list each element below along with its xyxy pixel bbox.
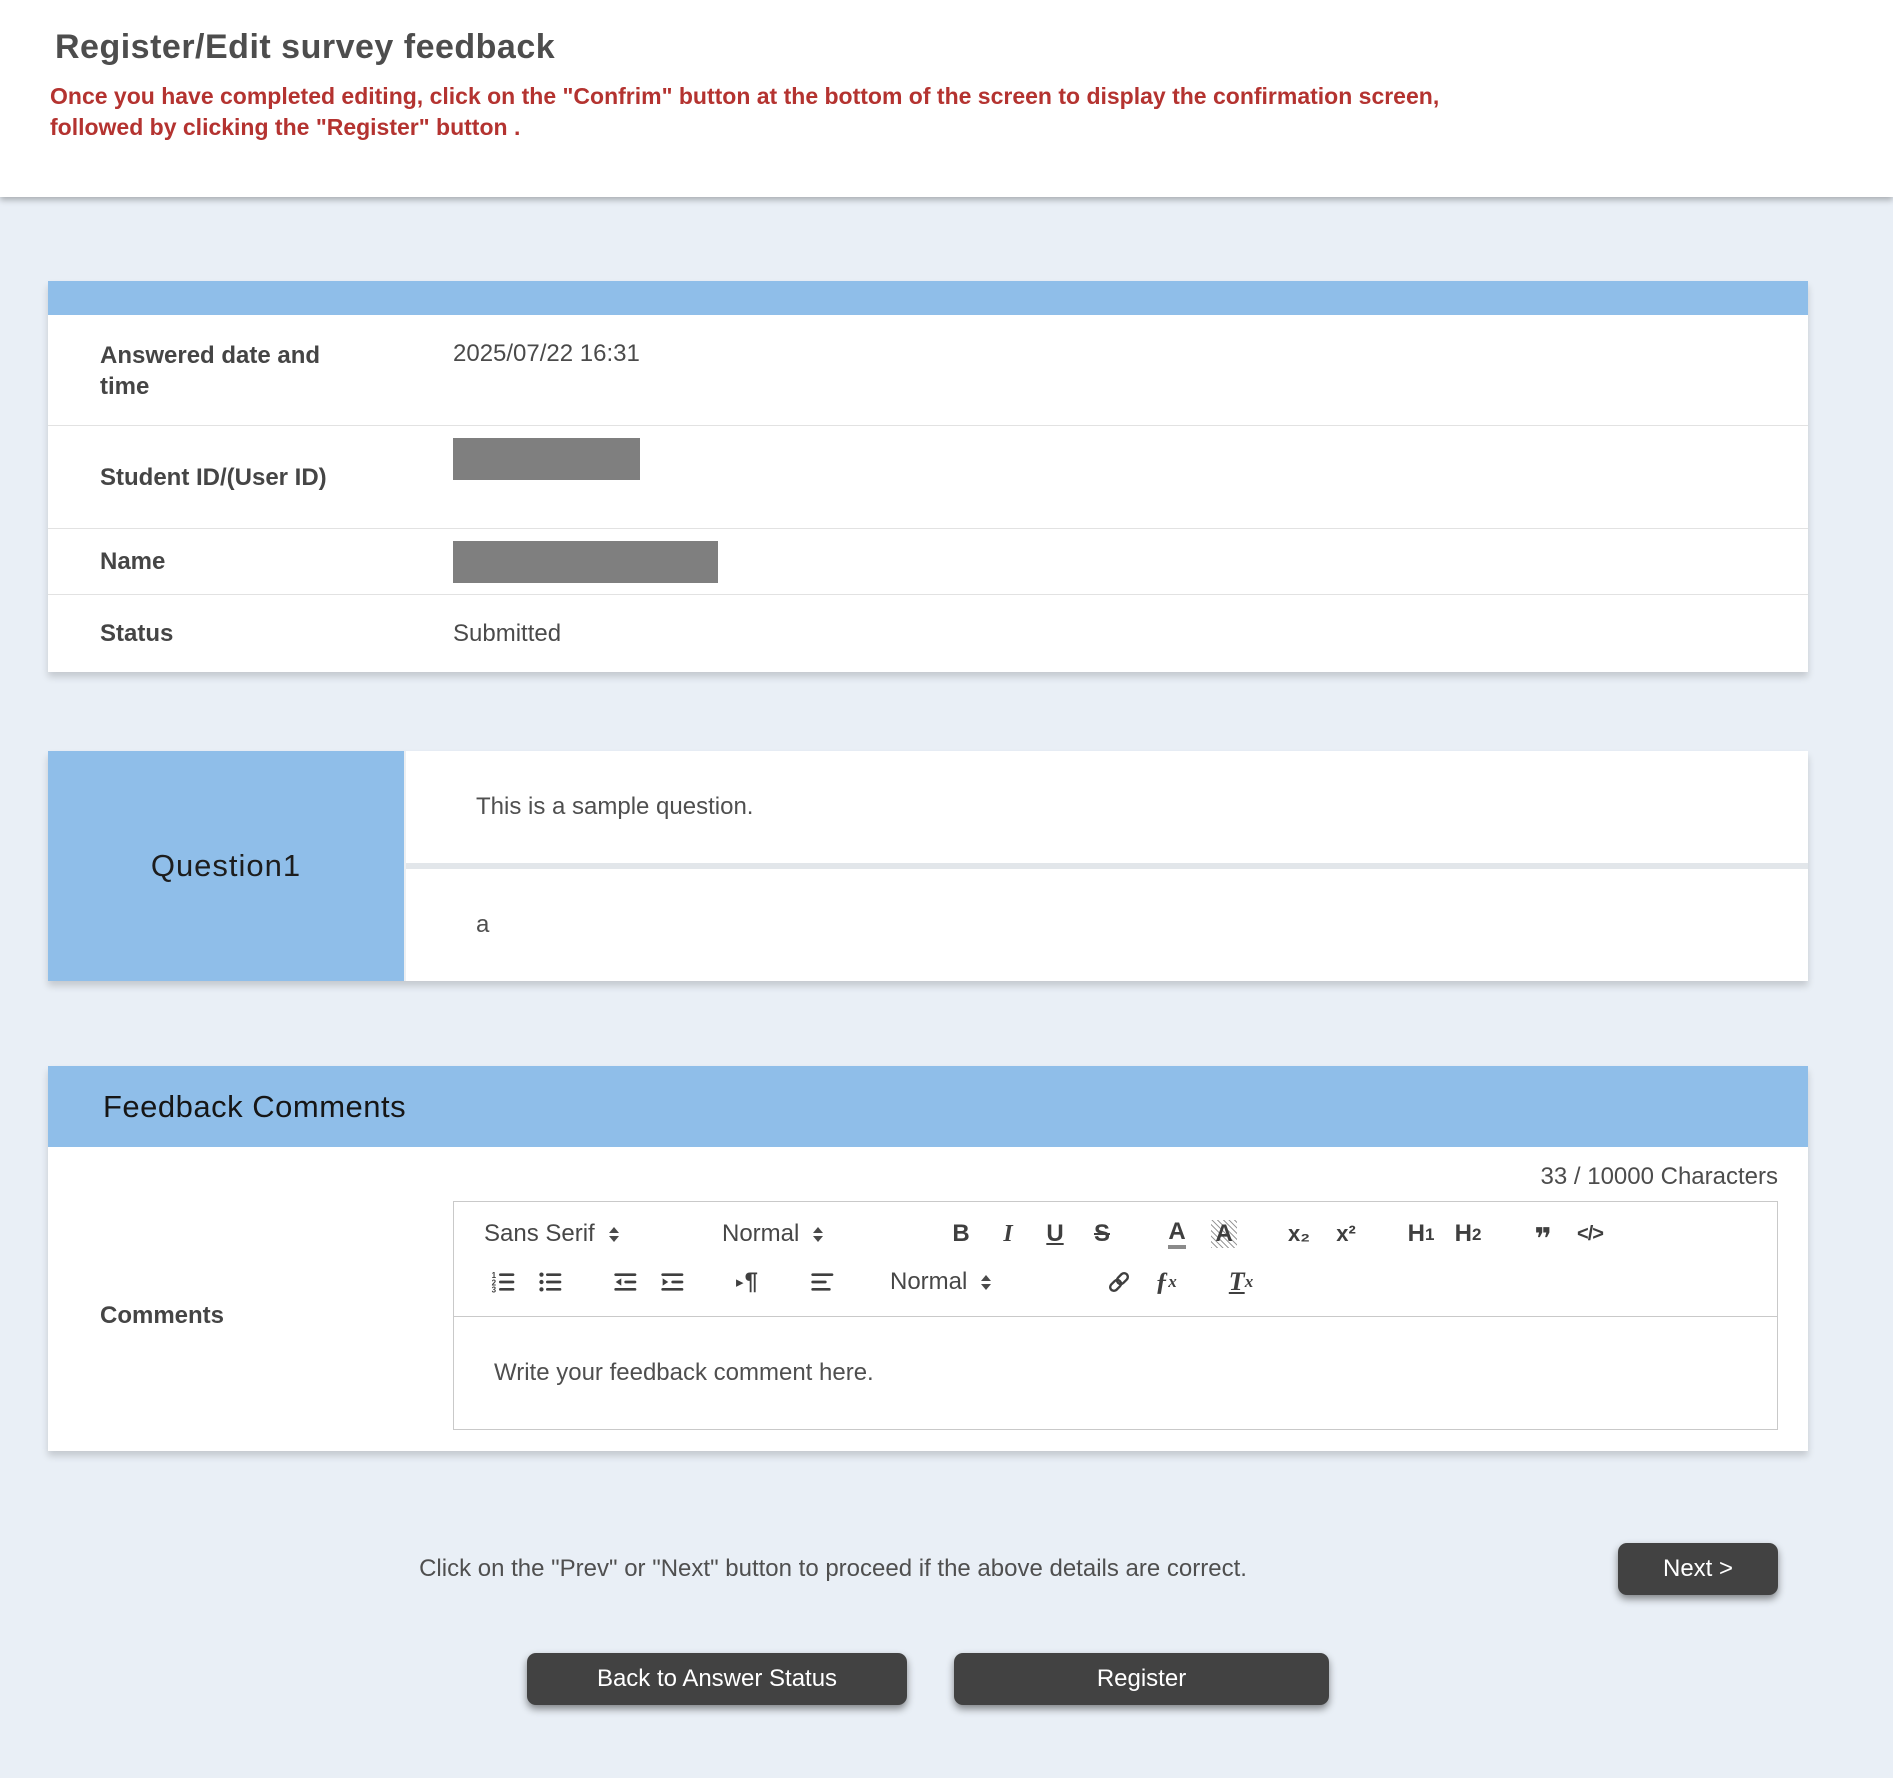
question-table: Question1 This is a sample question. a	[48, 751, 1808, 981]
info-row-label: Name	[100, 548, 166, 575]
navigation-row: Click on the "Prev" or "Next" button to …	[48, 1543, 1808, 1595]
blockquote-icon[interactable]: ❞	[1524, 1215, 1562, 1256]
info-row-value: 2025/07/22 16:31	[453, 340, 640, 367]
table-row-name: Name	[48, 528, 1808, 594]
next-button[interactable]: Next >	[1618, 1543, 1778, 1595]
text-color-icon[interactable]: A	[1158, 1215, 1196, 1253]
question-text: This is a sample question.	[406, 751, 1808, 863]
size-picker-label: Normal	[890, 1268, 968, 1295]
editor-toolbar: Sans Serif Normal B I U S A	[454, 1202, 1777, 1317]
size-picker[interactable]: Normal	[890, 1268, 1060, 1296]
subscript-icon[interactable]: x₂	[1280, 1215, 1318, 1253]
redacted-student-id	[453, 438, 640, 480]
feedback-comments-body: 33 / 10000 Characters Comments Sans Seri…	[48, 1147, 1808, 1451]
outdent-icon[interactable]	[606, 1263, 644, 1301]
svg-text:1: 1	[492, 1271, 497, 1280]
italic-icon[interactable]: I	[989, 1215, 1027, 1253]
back-to-answer-status-button[interactable]: Back to Answer Status	[527, 1653, 907, 1705]
answer-info-table: Answered date and time 2025/07/22 16:31 …	[48, 281, 1808, 672]
question-answer: a	[406, 869, 1808, 981]
header-picker-label: Normal	[722, 1220, 800, 1247]
info-table-header-bar	[48, 281, 1808, 315]
rich-text-editor: Sans Serif Normal B I U S A	[453, 1201, 1778, 1430]
info-row-label: Status	[100, 620, 174, 647]
warning-line-2: followed by clicking the "Register" butt…	[50, 114, 521, 140]
page-header: Register/Edit survey feedback Once you h…	[0, 0, 1893, 197]
feedback-comments-section: Feedback Comments 33 / 10000 Characters …	[48, 1066, 1808, 1451]
underline-icon[interactable]: U	[1036, 1215, 1074, 1253]
comments-label: Comments	[100, 1301, 225, 1329]
redacted-name	[453, 540, 718, 583]
header-picker[interactable]: Normal	[722, 1220, 880, 1248]
warning-text: Once you have completed editing, click o…	[50, 81, 1893, 143]
code-block-icon[interactable]: </>	[1571, 1215, 1609, 1253]
chevron-updown-icon	[981, 1274, 992, 1290]
toolbar-row-1: Sans Serif Normal B I U S A	[484, 1210, 1767, 1258]
warning-line-1: Once you have completed editing, click o…	[50, 83, 1440, 109]
character-count: 33 / 10000 Characters	[1540, 1163, 1778, 1190]
question-divider	[406, 863, 1808, 869]
table-row-answered-date: Answered date and time 2025/07/22 16:31	[48, 315, 1808, 425]
status-value: Submitted	[453, 619, 562, 647]
feedback-comments-header: Feedback Comments	[48, 1066, 1808, 1147]
page-title: Register/Edit survey feedback	[55, 28, 556, 66]
superscript-icon[interactable]: x²	[1327, 1215, 1365, 1253]
font-picker[interactable]: Sans Serif	[484, 1220, 656, 1248]
table-row-status: Status Submitted	[48, 594, 1808, 672]
register-button[interactable]: Register	[954, 1653, 1329, 1705]
editor-content[interactable]: Write your feedback comment here.	[494, 1359, 874, 1386]
font-picker-label: Sans Serif	[484, 1220, 595, 1247]
strikethrough-icon[interactable]: S	[1083, 1215, 1121, 1253]
table-row-student-id: Student ID/(User ID)	[48, 425, 1808, 528]
chevron-updown-icon	[608, 1226, 619, 1242]
instruction-text: Click on the "Prev" or "Next" button to …	[419, 1555, 1247, 1582]
main-content: Answered date and time 2025/07/22 16:31 …	[0, 281, 1893, 1705]
indent-icon[interactable]	[653, 1263, 691, 1301]
actions-row: Back to Answer Status Register	[48, 1653, 1808, 1705]
info-row-label: Answered date and time	[100, 342, 321, 400]
align-icon[interactable]	[803, 1263, 841, 1301]
direction-icon[interactable]: ▸ ¶	[728, 1263, 766, 1301]
question-label: Question1	[48, 751, 404, 981]
bullet-list-icon[interactable]	[531, 1263, 569, 1301]
question-right-column: This is a sample question. a	[404, 751, 1808, 981]
svg-text:2: 2	[492, 1278, 497, 1287]
link-icon[interactable]	[1100, 1263, 1138, 1301]
info-row-label: Student ID/(User ID)	[100, 463, 327, 491]
svg-text:3: 3	[492, 1286, 497, 1294]
bold-icon[interactable]: B	[942, 1215, 980, 1253]
background-color-icon[interactable]: A	[1205, 1215, 1243, 1253]
chevron-updown-icon	[813, 1226, 824, 1242]
